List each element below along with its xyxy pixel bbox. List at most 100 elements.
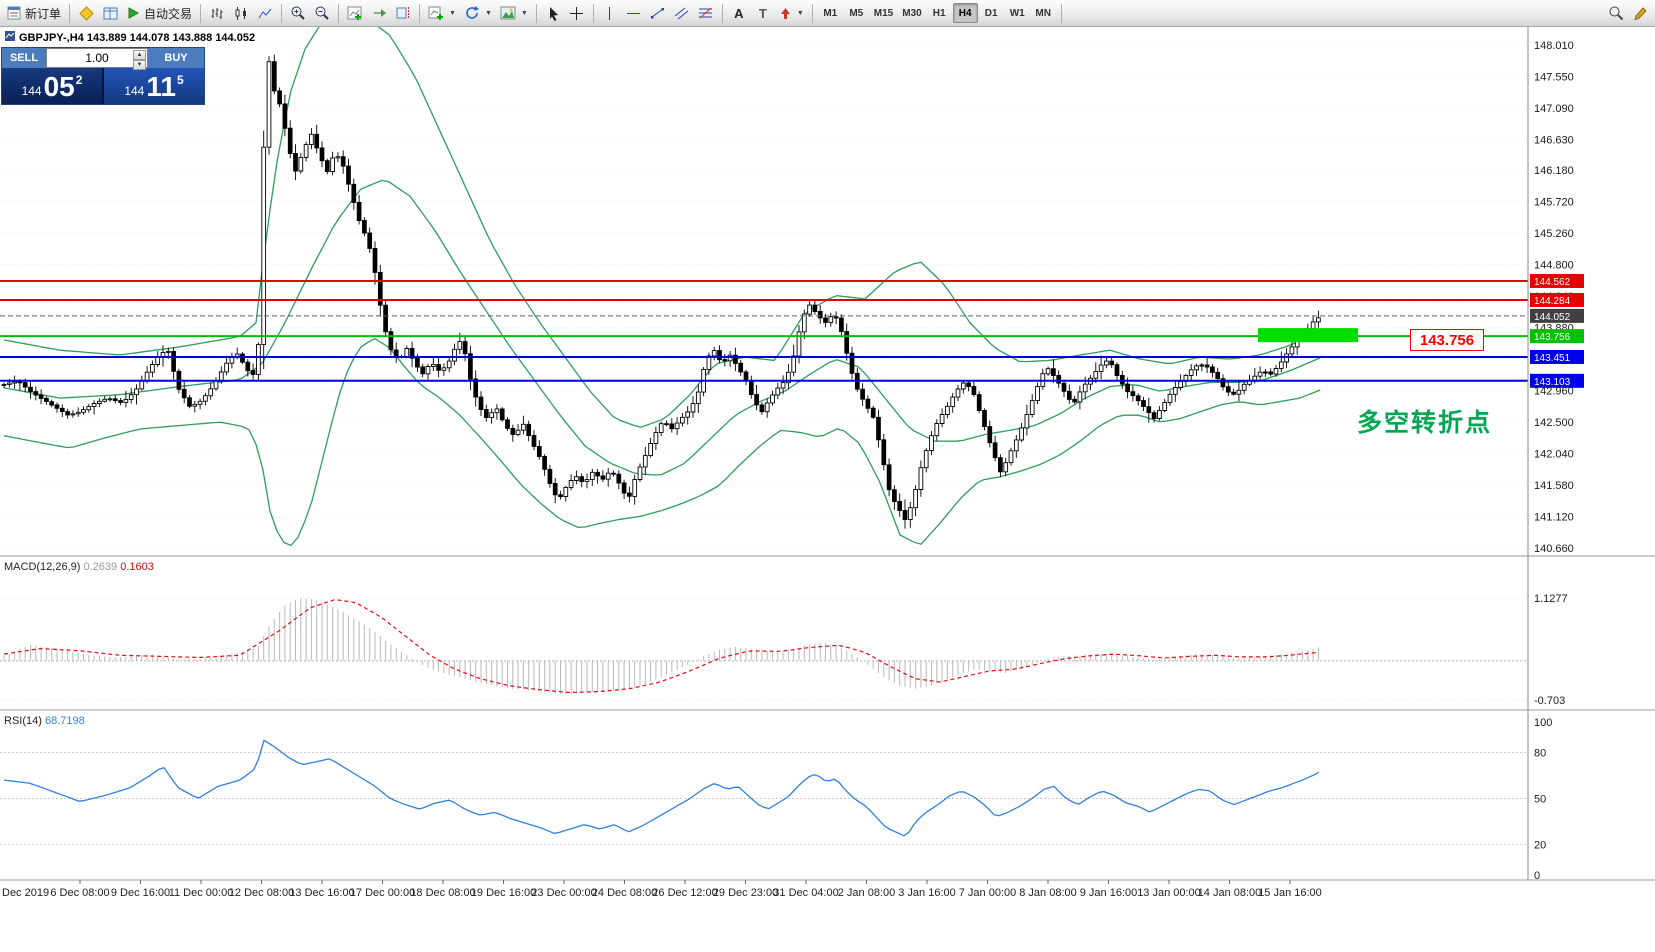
price-tick-label: 142.500 [1534, 417, 1574, 429]
new-chart-button[interactable]: ▼ [425, 2, 459, 24]
buy-button[interactable]: BUY [164, 52, 188, 64]
price-tick-label: 144.800 [1534, 260, 1574, 272]
timeframe-M1[interactable]: M1 [823, 7, 838, 19]
time-tick-label: 12 Dec 08:00 [229, 887, 294, 899]
price-tick-label: 142.040 [1534, 449, 1574, 461]
axis-flag-label: 144.052 [1534, 312, 1571, 323]
symbol-icon [5, 31, 15, 44]
timeframe-M15[interactable]: M15 [873, 7, 894, 19]
candlestick-chart-button[interactable] [230, 2, 252, 24]
axis-flag-label: 144.562 [1534, 277, 1571, 288]
zoom-out-icon [314, 5, 330, 21]
metaeditor-button[interactable] [75, 2, 97, 24]
buy-price-pip: 5 [176, 73, 184, 87]
timeframe-H4[interactable]: H4 [952, 3, 978, 23]
axis-flag-label: 143.756 [1534, 332, 1571, 343]
toolbar-separator [338, 3, 340, 23]
price-tick-label: 145.720 [1534, 197, 1574, 209]
macd-histogram [3, 598, 1319, 695]
zoom-in-button[interactable] [287, 2, 309, 24]
auto-trading-label: 自动交易 [144, 6, 193, 21]
rsi-label: RSI(14) 68.7198 [4, 715, 85, 727]
channel-tool-button[interactable] [671, 2, 693, 24]
dropdown-caret-icon: ▼ [796, 9, 804, 17]
time-tick-label: 3 Jan 16:00 [898, 887, 956, 899]
timeframe-MN[interactable]: MN [1035, 7, 1051, 19]
axis-flag-label: 144.284 [1534, 296, 1571, 307]
vertical-line-icon [603, 6, 616, 21]
sell-button[interactable]: SELL [9, 52, 39, 64]
trendline-tool-button[interactable] [647, 2, 669, 24]
candle-wicks [3, 54, 1319, 529]
arrows-tool-button[interactable]: ▼ [776, 2, 807, 24]
vertical-line-tool-button[interactable] [599, 2, 621, 24]
axis-flag-144.562 [1530, 273, 1584, 288]
volume-spinner[interactable]: ▲ ▼ [133, 50, 146, 70]
timeframe-H1[interactable]: H1 [932, 7, 946, 19]
time-tick-label: 24 Dec 08:00 [592, 887, 657, 899]
timeframe-M30[interactable]: M30 [902, 7, 922, 19]
axis-flag-label: 143.103 [1534, 377, 1571, 388]
bar-chart-icon [209, 6, 225, 21]
main-toolbar: 新订单 自动交易 [0, 0, 1655, 27]
cursor-tool-button[interactable] [542, 2, 564, 24]
profiles-icon [464, 5, 480, 21]
arrows-icon [779, 7, 792, 20]
time-tick-label: Dec 2019 [2, 887, 49, 899]
time-tick-label: 8 Jan 08:00 [1019, 887, 1077, 899]
bar-chart-button[interactable] [206, 2, 228, 24]
rsi-tick-label: 50 [1534, 794, 1546, 806]
line-chart-button[interactable] [254, 2, 276, 24]
sell-price-button[interactable]: 144 05 2 [2, 68, 102, 104]
auto-scroll-button[interactable] [368, 2, 390, 24]
line-chart-icon [257, 6, 273, 21]
chart-canvas[interactable]: 148.010 147.550 147.090 146.630 146.180 145.7… [0, 14, 1655, 947]
timeframe-W1[interactable]: W1 [1009, 7, 1025, 19]
rsi-tick-label: 100 [1534, 717, 1552, 729]
search-button[interactable] [1605, 2, 1627, 24]
auto-trading-button[interactable]: 自动交易 [123, 2, 195, 24]
macd-label: MACD(12,26,9) 0.2639 0.1603 [4, 561, 154, 573]
new-order-button[interactable]: 新订单 [4, 2, 64, 24]
indicators-icon [347, 6, 363, 21]
template-button[interactable]: ▼ [497, 2, 531, 24]
crosshair-tool-button[interactable] [566, 2, 588, 24]
horizontal-line-tool-button[interactable] [623, 2, 645, 24]
auto-scroll-icon [372, 6, 387, 20]
market-watch-button[interactable] [99, 2, 121, 24]
fibonacci-tool-button[interactable] [695, 2, 717, 24]
buy-price-button[interactable]: 144 11 5 [102, 68, 204, 104]
chart-shift-button[interactable] [392, 2, 414, 24]
macd-scale-max: 1.1277 [1534, 593, 1568, 605]
symbol-info: GBPJPY-,H4 143.889 144.078 143.888 144.0… [5, 31, 255, 44]
channel-icon [674, 6, 689, 20]
edit-button[interactable] [1629, 2, 1651, 24]
toolbar-separator [535, 3, 537, 23]
zoom-out-button[interactable] [311, 2, 333, 24]
sell-price-prefix: 144 [21, 84, 42, 98]
profiles-button[interactable]: ▼ [461, 2, 495, 24]
trendline-icon [650, 6, 665, 20]
highlight-zone[interactable] [1258, 328, 1358, 343]
toolbar-separator [811, 3, 813, 23]
bear-candles [17, 61, 1274, 521]
turning-point-annotation: 多空转折点 [1357, 409, 1493, 437]
price-tick-label: 147.090 [1534, 103, 1574, 115]
timeframe-group: M1 M5 M15 M30 H1 H4 D1 W1 MN [818, 3, 1056, 23]
label-tool-button[interactable]: T [752, 2, 774, 24]
axis-flag-143.756 [1530, 329, 1584, 344]
indicators-button[interactable] [344, 2, 366, 24]
toolbar-separator [69, 3, 71, 23]
axis-flag-label: 143.451 [1534, 353, 1571, 364]
volume-input[interactable]: 1.00 ▲ ▼ [46, 48, 148, 70]
macd-signal-line [3, 599, 1319, 693]
spin-up-icon[interactable]: ▲ [133, 50, 146, 60]
spin-down-icon[interactable]: ▼ [133, 60, 146, 70]
price-tick-label: 146.630 [1534, 134, 1574, 146]
toolbar-separator [721, 3, 723, 23]
time-tick-label: 31 Dec 04:00 [773, 887, 838, 899]
timeframe-M5[interactable]: M5 [849, 7, 864, 19]
time-tick-label: 9 Dec 16:00 [111, 887, 170, 899]
text-tool-button[interactable]: A [728, 2, 750, 24]
timeframe-D1[interactable]: D1 [984, 7, 998, 19]
